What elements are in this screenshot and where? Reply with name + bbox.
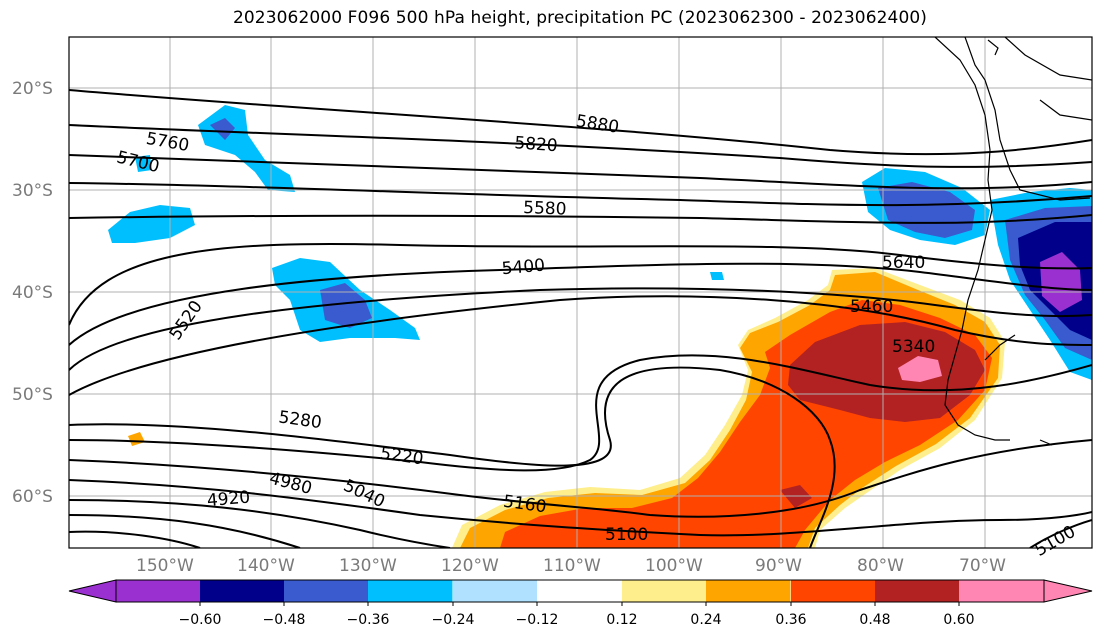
colorbar-tick: −0.36 [347,612,390,628]
colorbar-tick: 0.36 [775,612,806,628]
lon-label-70w: 70°W [959,556,1006,576]
colorbar-bin [453,580,538,602]
graticule [69,37,1092,548]
colorbar-bin [875,580,960,602]
precip-patch [210,118,235,140]
colorbar-bin [791,580,876,602]
precip-patch [710,272,724,280]
coastlines [934,37,1092,446]
lon-label-150w: 150°W [136,556,194,576]
precip-patch [135,155,152,172]
precip-patch [1040,252,1082,312]
colorbar-bin [284,580,369,602]
colorbar-tick: 0.48 [859,612,890,628]
contour-label: 5580 [523,198,567,219]
colorbar-bin [116,580,201,602]
colorbar-bin [200,580,285,602]
lat-label-20s: 20°S [12,79,53,99]
lon-label-90w: 90°W [755,556,802,576]
precip-patch [898,356,942,382]
colorbar-tick: −0.60 [179,612,222,628]
colorbar-extend-high [1043,579,1093,603]
precip-patch [108,205,195,243]
height-contours [69,89,1092,548]
colorbar-tick: 0.24 [690,612,721,628]
contour-label: 5640 [882,253,925,273]
precip-patch [788,322,985,422]
lon-label-120w: 120°W [441,556,499,576]
colorbar-tick: 0.60 [943,612,974,628]
colorbar-tick: 0.12 [606,612,637,628]
lon-label-140w: 140°W [237,556,295,576]
colorbar: −0.60 −0.48 −0.36 −0.24 −0.12 0.12 0.24 … [68,579,1093,628]
contour-label: 5100 [605,525,648,545]
contour-label: 5340 [892,337,935,357]
map-title: 2023062000 F096 500 hPa height, precipit… [232,8,928,28]
colorbar-tick: −0.24 [432,612,475,628]
colorbar-bin [368,580,453,602]
colorbar-bin [706,580,791,602]
lat-label-30s: 30°S [12,181,53,201]
lat-label-40s: 40°S [12,283,53,303]
contour-label: 5400 [501,256,546,280]
longitude-labels: 150°W 140°W 130°W 120°W 110°W 100°W 90°W… [136,556,1006,576]
lat-label-50s: 50°S [12,385,53,405]
contour-label: 5460 [850,297,893,317]
colorbar-bin [959,580,1044,602]
lon-label-100w: 100°W [645,556,703,576]
colorbar-bin [537,580,622,602]
precip-patch [320,283,372,328]
lon-label-130w: 130°W [339,556,397,576]
precip-patch [878,182,975,238]
colorbar-bin [622,580,707,602]
precip-patch [128,432,145,446]
colorbar-extend-low [68,579,117,603]
contour-label: 5820 [514,133,559,156]
lat-label-60s: 60°S [12,487,53,507]
precip-shading [108,105,1092,548]
contour-label: 4920 [206,487,251,511]
lon-label-80w: 80°W [857,556,904,576]
map-frame [68,36,1093,549]
colorbar-tick: −0.48 [263,612,306,628]
colorbar-tick: −0.12 [516,612,559,628]
latitude-labels: 20°S 30°S 40°S 50°S 60°S [12,79,53,507]
lon-label-110w: 110°W [543,556,601,576]
